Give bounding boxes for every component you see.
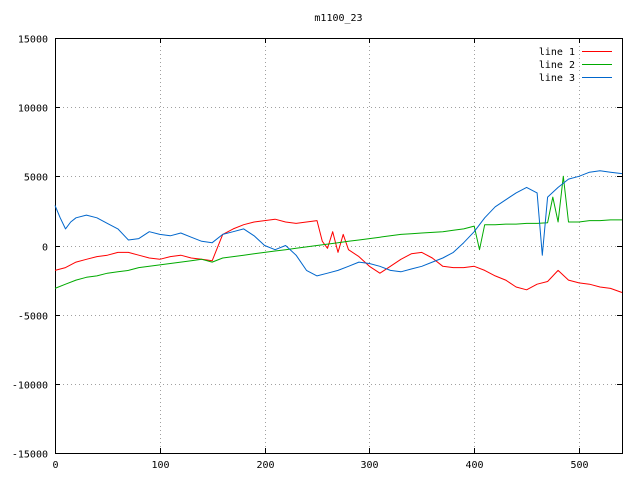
series-layer xyxy=(54,170,623,293)
x-tick-label: 0 xyxy=(52,460,58,471)
legend-label-1: line 1 xyxy=(539,47,575,58)
series-line-2 xyxy=(54,175,622,289)
grid xyxy=(55,38,622,453)
axis-ticks: 0 100 200 300 400 500 -15000 -10000 -5000 0 5000 10… xyxy=(12,35,622,471)
legend-label-3: line 3 xyxy=(539,73,575,84)
y-tick-label: -10000 xyxy=(12,381,48,392)
x-tick-label: 300 xyxy=(360,460,378,471)
y-tick-label: -15000 xyxy=(12,450,48,461)
chart-title: m1100_23 xyxy=(314,13,362,24)
x-tick-label: 100 xyxy=(151,460,169,471)
legend-label-2: line 2 xyxy=(539,60,575,71)
series-line-1 xyxy=(54,218,623,293)
y-tick-label: -5000 xyxy=(18,312,48,323)
y-tick-label: 15000 xyxy=(18,35,48,46)
y-tick-label: 5000 xyxy=(24,173,48,184)
y-tick-label: 0 xyxy=(42,243,48,254)
x-tick-label: 400 xyxy=(465,460,483,471)
series-line-3 xyxy=(54,170,623,277)
x-tick-label: 200 xyxy=(256,460,274,471)
y-tick-label: 10000 xyxy=(18,104,48,115)
legend: line 1 line 2 line 3 xyxy=(539,47,612,84)
x-tick-label: 500 xyxy=(570,460,588,471)
